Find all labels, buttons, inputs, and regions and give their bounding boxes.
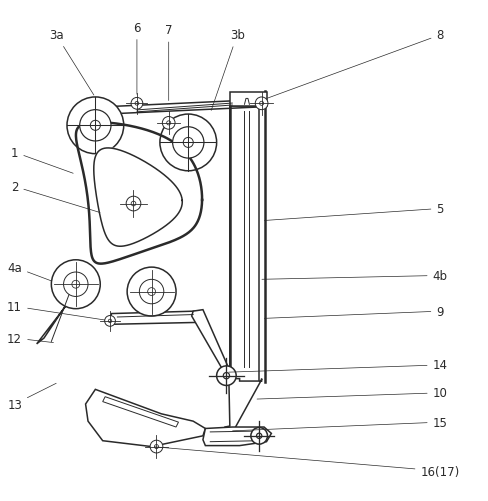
Polygon shape xyxy=(229,93,266,107)
Polygon shape xyxy=(102,397,178,427)
Circle shape xyxy=(259,102,263,106)
Text: 4a: 4a xyxy=(7,261,51,281)
Text: 9: 9 xyxy=(264,305,443,319)
Circle shape xyxy=(127,268,176,317)
Circle shape xyxy=(160,115,216,171)
Circle shape xyxy=(72,281,80,289)
Text: 3b: 3b xyxy=(211,29,244,111)
Circle shape xyxy=(147,288,155,296)
Text: 8: 8 xyxy=(266,29,443,99)
Circle shape xyxy=(63,273,88,297)
Circle shape xyxy=(256,433,261,438)
Text: 16(17): 16(17) xyxy=(154,447,459,477)
Text: 3a: 3a xyxy=(49,29,94,96)
Circle shape xyxy=(90,121,100,131)
Text: 11: 11 xyxy=(7,300,104,320)
Circle shape xyxy=(139,280,163,304)
Text: 6: 6 xyxy=(133,22,141,95)
Polygon shape xyxy=(191,310,233,382)
Text: 7: 7 xyxy=(164,25,172,101)
Circle shape xyxy=(172,128,203,159)
Circle shape xyxy=(162,117,175,130)
Circle shape xyxy=(131,98,142,110)
Circle shape xyxy=(80,110,111,142)
Circle shape xyxy=(255,98,267,110)
Circle shape xyxy=(223,373,229,379)
Circle shape xyxy=(216,366,236,386)
Circle shape xyxy=(131,202,136,206)
Text: 13: 13 xyxy=(7,383,56,411)
Polygon shape xyxy=(76,123,202,264)
Text: 15: 15 xyxy=(232,416,447,431)
Polygon shape xyxy=(110,312,199,325)
Text: 14: 14 xyxy=(228,359,447,372)
Polygon shape xyxy=(85,390,205,447)
Circle shape xyxy=(250,428,267,444)
Circle shape xyxy=(154,445,158,449)
Circle shape xyxy=(108,320,112,323)
Text: 12: 12 xyxy=(7,332,53,345)
Circle shape xyxy=(166,122,170,126)
Text: 4b: 4b xyxy=(262,270,447,283)
Circle shape xyxy=(135,102,139,106)
Polygon shape xyxy=(94,149,182,247)
Text: 1: 1 xyxy=(11,146,73,174)
Circle shape xyxy=(183,138,193,148)
Circle shape xyxy=(67,98,123,154)
Polygon shape xyxy=(37,280,83,344)
Polygon shape xyxy=(203,427,271,446)
Polygon shape xyxy=(74,100,264,116)
Circle shape xyxy=(150,440,163,453)
Circle shape xyxy=(104,316,115,327)
Text: 2: 2 xyxy=(11,180,100,213)
Text: 5: 5 xyxy=(264,202,443,221)
Circle shape xyxy=(51,260,100,309)
Polygon shape xyxy=(224,379,261,429)
Circle shape xyxy=(126,197,141,211)
Text: 10: 10 xyxy=(257,386,447,399)
